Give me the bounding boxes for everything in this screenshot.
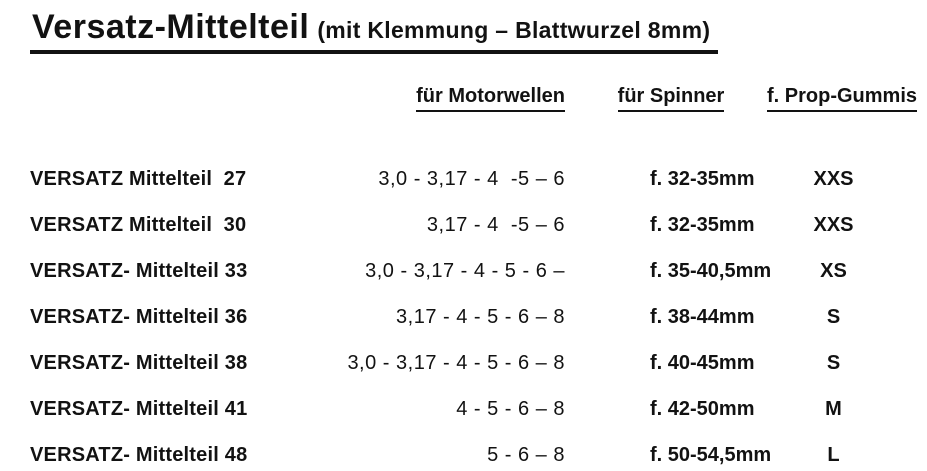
spinner-cell: f. 50-54,5mm xyxy=(650,443,772,466)
table-row: VERSATZ- Mittelteil 33 3,0 - 3,17 - 4 - … xyxy=(0,248,900,294)
motorwellen-cell: 3,0 - 3,17 - 4 - 5 - 6 – xyxy=(365,259,565,282)
product-name-cell: VERSATZ Mittelteil 30 xyxy=(30,213,247,236)
prop-gummi-cell: XS xyxy=(820,259,847,282)
motorwellen-cell: 3,17 - 4 -5 – 6 xyxy=(426,213,565,236)
column-header-prop-gummis: f. Prop-Gummis xyxy=(767,85,918,112)
motorwellen-cell: 5 - 6 – 8 xyxy=(487,443,565,466)
product-name-cell: VERSATZ- Mittelteil 33 xyxy=(30,259,248,282)
column-header-motorwellen: für Motorwellen xyxy=(345,85,575,112)
product-name-cell: VERSATZ Mittelteil 27 xyxy=(30,167,247,190)
prop-gummi-cell: L xyxy=(827,443,840,466)
spinner-cell: f. 40-45mm xyxy=(650,351,755,374)
column-header-spinner: für Spinner xyxy=(575,85,767,112)
product-name-cell: VERSATZ- Mittelteil 41 xyxy=(30,397,248,420)
table-row: VERSATZ Mittelteil 27 3,0 - 3,17 - 4 -5 … xyxy=(0,156,900,202)
motorwellen-cell: 4 - 5 - 6 – 8 xyxy=(456,397,565,420)
prop-gummi-cell: XXS xyxy=(813,167,854,190)
motorwellen-cell: 3,0 - 3,17 - 4 -5 – 6 xyxy=(378,167,565,190)
product-name-cell: VERSATZ- Mittelteil 38 xyxy=(30,351,248,374)
table-row: VERSATZ- Mittelteil 48 5 - 6 – 8 f. 50-5… xyxy=(0,432,900,471)
product-table: für Motorwellen für Spinner f. Prop-Gumm… xyxy=(0,82,918,471)
page-title: Versatz-Mittelteil (mit Klemmung – Blattw… xyxy=(30,8,719,54)
motorwellen-cell: 3,0 - 3,17 - 4 - 5 - 6 – 8 xyxy=(347,351,565,374)
prop-gummi-cell: XXS xyxy=(813,213,854,236)
spinner-cell: f. 32-35mm xyxy=(650,167,755,190)
prop-gummi-cell: S xyxy=(826,305,841,328)
prop-gummi-cell: S xyxy=(826,351,841,374)
spinner-cell: f. 35-40,5mm xyxy=(650,259,772,282)
spinner-cell: f. 42-50mm xyxy=(650,397,755,420)
table-row: VERSATZ- Mittelteil 38 3,0 - 3,17 - 4 - … xyxy=(0,340,900,386)
page-title-main: Versatz-Mittelteil xyxy=(32,8,310,46)
motorwellen-cell: 3,17 - 4 - 5 - 6 – 8 xyxy=(396,305,565,328)
prop-gummi-cell: M xyxy=(825,397,842,420)
product-name-cell: VERSATZ- Mittelteil 48 xyxy=(30,443,248,466)
table-row: VERSATZ- Mittelteil 36 3,17 - 4 - 5 - 6 … xyxy=(0,294,900,340)
page-title-sub: (mit Klemmung – Blattwurzel 8mm) xyxy=(317,17,711,43)
table-row: VERSATZ Mittelteil 30 3,17 - 4 -5 – 6 f.… xyxy=(0,202,900,248)
table-header-row: für Motorwellen für Spinner f. Prop-Gumm… xyxy=(0,82,918,112)
spinner-cell: f. 32-35mm xyxy=(650,213,755,236)
table-row: VERSATZ- Mittelteil 41 4 - 5 - 6 – 8 f. … xyxy=(0,386,900,432)
product-name-cell: VERSATZ- Mittelteil 36 xyxy=(30,305,248,328)
spinner-cell: f. 38-44mm xyxy=(650,305,755,328)
